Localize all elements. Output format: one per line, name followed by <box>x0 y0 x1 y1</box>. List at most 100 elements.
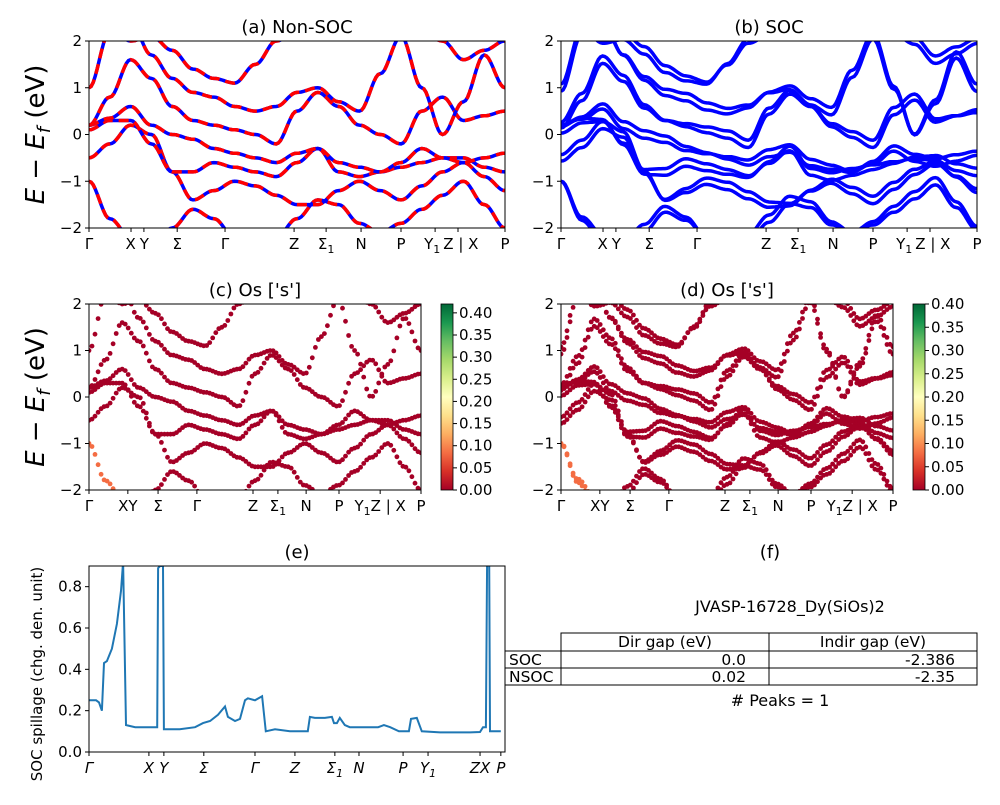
band-line-dashed <box>89 41 505 137</box>
weight-point <box>842 299 847 304</box>
weight-point <box>818 453 823 459</box>
weight-point <box>583 291 588 296</box>
panel-d: 0.00 0.05 0.10 0.15 0.20 0.25 0.30 0.35 0.40 (d) … <box>532 280 965 518</box>
weight-point <box>890 411 893 416</box>
weight-point <box>204 497 209 502</box>
weight-point <box>863 350 869 356</box>
x-tick-label: Y <box>139 235 150 253</box>
weight-point <box>713 491 718 496</box>
weight-point <box>860 439 866 445</box>
weight-point <box>694 507 699 512</box>
weight-point <box>95 409 101 415</box>
weight-point <box>782 282 787 287</box>
weight-point <box>612 304 618 308</box>
weight-point <box>95 462 101 468</box>
weight-point <box>890 452 893 458</box>
weight-point <box>694 504 699 509</box>
weight-point <box>827 448 832 453</box>
weight-point <box>313 282 318 287</box>
weight-point <box>815 288 820 293</box>
weight-point <box>857 360 863 365</box>
weight-point <box>255 476 261 482</box>
weight-point <box>788 491 793 496</box>
weight-point <box>385 362 391 367</box>
weight-point <box>712 363 718 369</box>
weight-point <box>833 434 839 440</box>
weight-point <box>586 284 591 289</box>
weight-point <box>137 316 143 321</box>
weight-point <box>291 372 297 377</box>
x-tick-label: Γ <box>221 235 230 253</box>
weight-point <box>797 456 802 462</box>
weight-point <box>704 501 709 506</box>
weight-point <box>128 377 134 383</box>
x-tick-label: ZX <box>469 759 491 777</box>
band-line-dashed <box>89 123 505 207</box>
weight-point <box>264 356 270 361</box>
weight-point <box>105 288 110 293</box>
weight-point <box>709 406 715 412</box>
weight-point <box>304 278 309 283</box>
weight-point <box>682 335 688 340</box>
colorbar-tick-label: 0.25 <box>459 370 492 388</box>
weight-point <box>615 417 621 423</box>
weight-point <box>355 293 360 298</box>
weight-point <box>561 443 567 449</box>
weight-point <box>143 350 149 356</box>
weight-point <box>676 497 681 502</box>
weight-point <box>631 485 636 490</box>
weight-point <box>93 281 98 286</box>
weight-point <box>615 353 621 358</box>
weight-point <box>615 324 621 330</box>
weight-point <box>890 415 893 420</box>
weight-point <box>210 501 215 506</box>
weight-point <box>189 479 195 485</box>
weight-point <box>607 294 612 299</box>
weight-point <box>688 507 693 512</box>
weight-point <box>785 280 790 285</box>
weight-point <box>361 437 367 443</box>
weight-point <box>111 294 116 299</box>
plot-area-d <box>561 280 893 512</box>
x-tick-label: X <box>143 759 155 777</box>
weight-point <box>89 348 92 353</box>
weight-point <box>869 457 875 462</box>
weight-point <box>797 284 802 289</box>
weight-point <box>733 471 739 477</box>
x-tick-label: Γ <box>665 497 674 515</box>
weight-point <box>595 285 600 290</box>
weight-point <box>597 329 603 334</box>
weight-point <box>306 364 312 370</box>
x-tick-label: P <box>806 497 815 515</box>
weight-point <box>616 502 621 507</box>
weight-point <box>122 368 128 373</box>
x-tick-label: Σ <box>199 759 209 777</box>
weight-point <box>574 291 579 296</box>
weight-point <box>866 338 872 343</box>
weight-point <box>833 295 838 300</box>
weight-point <box>685 505 690 510</box>
weight-point <box>806 295 811 300</box>
weight-point <box>830 444 835 450</box>
weight-point <box>279 425 285 430</box>
weight-point <box>815 393 820 399</box>
weight-point <box>577 289 582 294</box>
panel-title: (d) Os ['s'] <box>680 280 774 301</box>
weight-point <box>748 418 754 423</box>
weight-point <box>830 292 835 297</box>
weight-point <box>788 284 793 289</box>
weight-point <box>619 330 624 336</box>
weight-point <box>564 380 570 386</box>
weight-point <box>246 356 252 362</box>
weight-point <box>561 340 567 345</box>
weight-point <box>815 291 820 296</box>
weight-point <box>565 281 570 286</box>
weight-point <box>649 470 654 476</box>
weight-point <box>571 286 576 291</box>
weight-point <box>403 464 409 470</box>
weight-point <box>102 288 107 293</box>
weight-point <box>261 360 267 366</box>
weight-point <box>291 469 297 475</box>
weight-point <box>704 496 709 501</box>
weight-point <box>331 304 336 309</box>
